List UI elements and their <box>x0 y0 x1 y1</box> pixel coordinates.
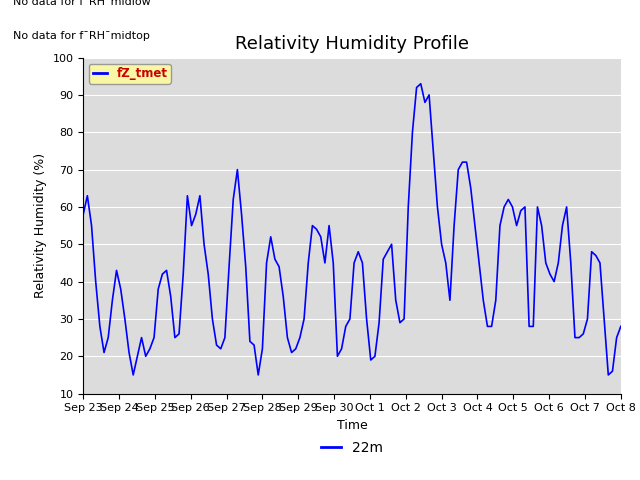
X-axis label: Time: Time <box>337 419 367 432</box>
Text: No data for f¯RH¯midtop: No data for f¯RH¯midtop <box>13 31 150 41</box>
Y-axis label: Relativity Humidity (%): Relativity Humidity (%) <box>34 153 47 298</box>
Title: Relativity Humidity Profile: Relativity Humidity Profile <box>235 35 469 53</box>
Text: No data for f¯RH¯midlow: No data for f¯RH¯midlow <box>13 0 151 7</box>
Legend: 22m: 22m <box>315 435 389 461</box>
